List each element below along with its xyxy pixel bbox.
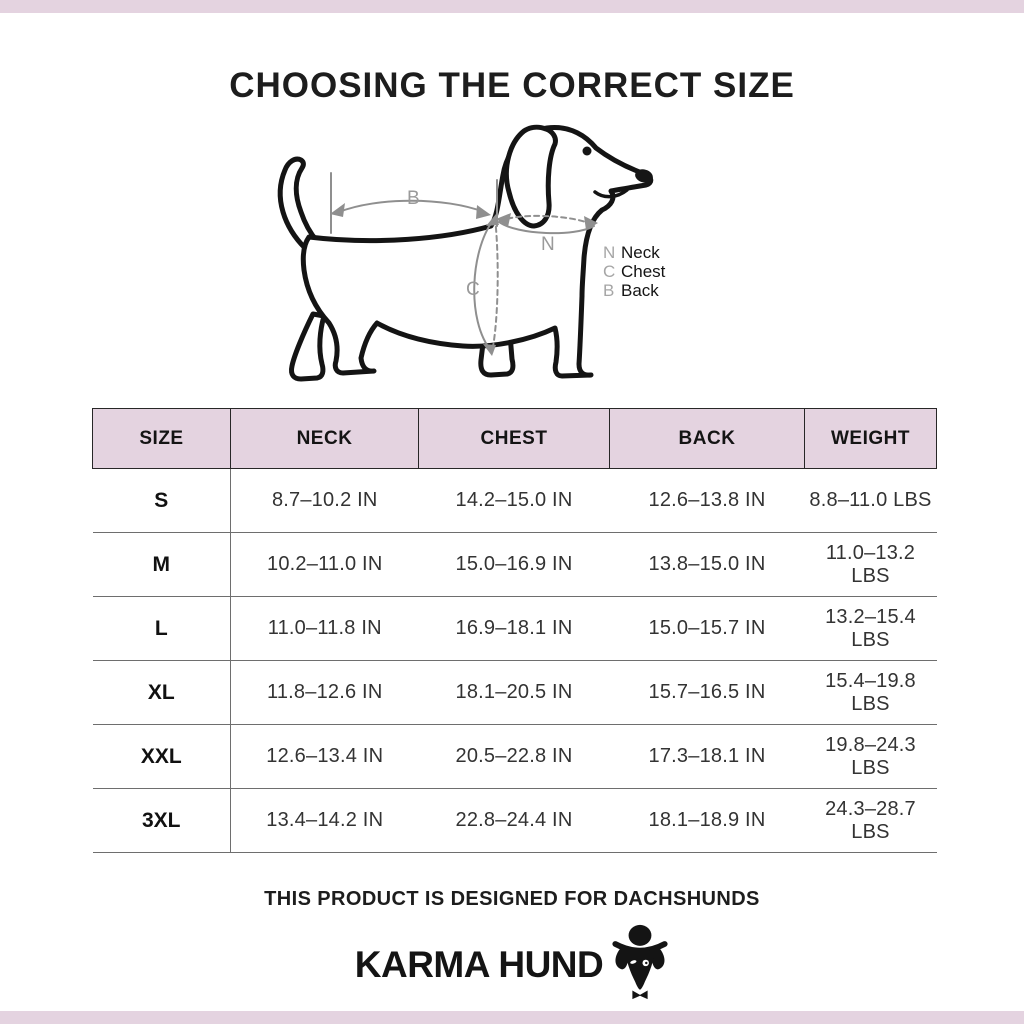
legend-label-chest: Chest (621, 262, 666, 281)
chest-measure-loop-dashed (491, 217, 499, 353)
weight-cell: 19.8–24.3 LBS (804, 724, 937, 789)
size-cell: XXL (92, 724, 231, 789)
size-cell: M (92, 532, 231, 597)
weight-cell: 15.4–19.8 LBS (804, 660, 937, 725)
size-chart-table-wrapper: SIZE NECK CHEST BACK WEIGHT S 8.7–10.2 I… (92, 408, 937, 853)
bottom-accent-band (0, 1011, 1024, 1024)
dog-eye (582, 146, 592, 156)
top-accent-band (0, 0, 1024, 13)
dog-body-outline (300, 125, 654, 379)
dog-far-rear-leg (289, 311, 327, 382)
chest-measure-loop-solid (473, 217, 496, 353)
dog-nose (635, 169, 653, 183)
neck-cell: 11.8–12.6 IN (230, 660, 419, 725)
legend-key-back: B (603, 281, 614, 300)
size-cell: XL (92, 660, 231, 725)
back-cell: 17.3–18.1 IN (609, 724, 805, 789)
size-cell: 3XL (92, 788, 231, 853)
neck-arrowhead-left (496, 213, 511, 227)
brand-logo: KARMA HUND (0, 924, 1024, 1004)
neck-cell: 12.6–13.4 IN (230, 724, 419, 789)
back-measure-arrow (338, 199, 485, 213)
legend-key-neck: N (603, 243, 615, 262)
chest-cell: 15.0–16.9 IN (418, 532, 610, 597)
dog-mouth-line (593, 188, 629, 199)
size-cell: L (92, 596, 231, 661)
table-row: XXL 12.6–13.4 IN 20.5–22.8 IN 17.3–18.1 … (92, 724, 937, 789)
size-cell: S (92, 468, 231, 533)
weight-cell: 13.2–15.4 LBS (804, 596, 937, 661)
dachshund-illustration: B N C N Neck C Chest B Back (277, 124, 666, 382)
col-header-chest: CHEST (418, 408, 610, 469)
legend-label-back: Back (621, 281, 659, 300)
neck-cell: 11.0–11.8 IN (230, 596, 419, 661)
weight-cell: 24.3–28.7 LBS (804, 788, 937, 853)
dachshund-logo-icon (612, 924, 668, 1000)
page-title: CHOOSING THE CORRECT SIZE (229, 66, 795, 105)
neck-cell: 13.4–14.2 IN (230, 788, 419, 853)
table-row: L 11.0–11.8 IN 16.9–18.1 IN 15.0–15.7 IN… (92, 596, 937, 661)
weight-cell: 8.8–11.0 LBS (804, 468, 937, 533)
size-chart-table: SIZE NECK CHEST BACK WEIGHT S 8.7–10.2 I… (92, 408, 937, 853)
chest-cell: 20.5–22.8 IN (418, 724, 610, 789)
product-note: THIS PRODUCT IS DESIGNED FOR DACHSHUNDS (264, 888, 760, 910)
col-header-neck: NECK (230, 408, 419, 469)
chest-arrowhead-bottom (483, 344, 496, 356)
chest-cell: 18.1–20.5 IN (418, 660, 610, 725)
weight-cell: 11.0–13.2 LBS (804, 532, 937, 597)
back-label: B (407, 188, 420, 209)
back-arrowhead-right (476, 205, 491, 219)
size-chart-body: S 8.7–10.2 IN 14.2–15.0 IN 12.6–13.8 IN … (92, 468, 937, 853)
table-row: S 8.7–10.2 IN 14.2–15.0 IN 12.6–13.8 IN … (92, 468, 937, 533)
table-row: XL 11.8–12.6 IN 18.1–20.5 IN 15.7–16.5 I… (92, 660, 937, 725)
table-header-row: SIZE NECK CHEST BACK WEIGHT (92, 408, 937, 469)
col-header-size: SIZE (92, 408, 231, 469)
back-cell: 18.1–18.9 IN (609, 788, 805, 853)
col-header-back: BACK (609, 408, 805, 469)
neck-cell: 10.2–11.0 IN (230, 532, 419, 597)
back-cell: 15.7–16.5 IN (609, 660, 805, 725)
table-row: M 10.2–11.0 IN 15.0–16.9 IN 13.8–15.0 IN… (92, 532, 937, 597)
dachshund-measurement-diagram: B N C N Neck C Chest B Back (265, 118, 705, 408)
back-cell: 12.6–13.8 IN (609, 468, 805, 533)
neck-cell: 8.7–10.2 IN (230, 468, 419, 533)
legend-label-neck: Neck (621, 243, 660, 262)
neck-arrowhead-right (584, 216, 598, 230)
table-row: 3XL 13.4–14.2 IN 22.8–24.4 IN 18.1–18.9 … (92, 788, 937, 853)
col-header-weight: WEIGHT (804, 408, 937, 469)
measurement-legend: N Neck C Chest B Back (603, 243, 666, 300)
brand-name: KARMA HUND (354, 943, 604, 985)
legend-key-chest: C (603, 262, 615, 281)
chest-cell: 22.8–24.4 IN (418, 788, 610, 853)
dog-tail (277, 156, 320, 251)
chest-label: C (466, 279, 480, 300)
chest-cell: 14.2–15.0 IN (418, 468, 610, 533)
back-cell: 13.8–15.0 IN (609, 532, 805, 597)
chest-cell: 16.9–18.1 IN (418, 596, 610, 661)
dog-ear (503, 124, 558, 229)
back-cell: 15.0–15.7 IN (609, 596, 805, 661)
chest-arrowhead-top (486, 214, 499, 226)
back-arrowhead-left (330, 203, 345, 217)
neck-label: N (541, 234, 555, 255)
